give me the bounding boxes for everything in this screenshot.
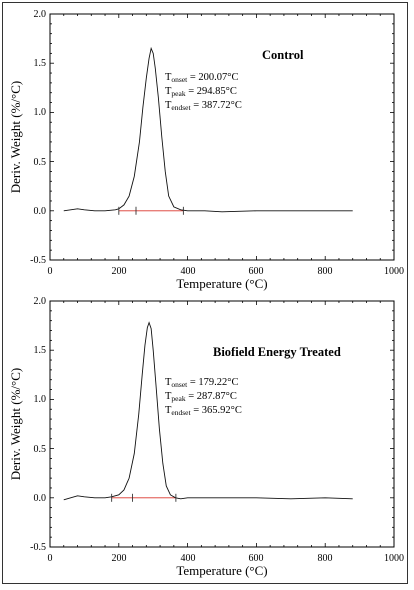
chart-panel-treated: 2.0 1.5 1.0 0.5 0.0 -0.5 0 200 400 600 8…	[8, 296, 404, 578]
figure-frame: 2.0 1.5 1.0 0.5 0.0 -0.5 0 200 400 600 8…	[2, 2, 408, 584]
x-axis-title: Temperature (°C)	[176, 563, 267, 578]
peak-annotation: Tpeak = 287.87°C	[165, 391, 237, 403]
x-tick-label: 400	[181, 266, 196, 277]
x-axis-title: Temperature (°C)	[176, 276, 267, 291]
x-tick-label: 200	[112, 266, 127, 277]
plot-area	[49, 13, 395, 261]
x-tick-label: 600	[249, 553, 264, 564]
y-tick-label: 1.5	[34, 58, 47, 69]
onset-annotation: Tonset = 200.07°C	[165, 72, 239, 84]
y-tick-label: 0.5	[34, 157, 47, 168]
thermal-annotations: Tonset = 179.22°C Tpeak = 287.87°C Tends…	[165, 377, 242, 417]
x-tick-labels: 0 200 400 600 800 1000	[48, 553, 405, 564]
y-tick-label: 2.0	[34, 296, 47, 307]
onset-annotation: Tonset = 179.22°C	[165, 377, 239, 389]
x-tick-label: 800	[318, 553, 333, 564]
y-tick-label: 0.0	[34, 493, 47, 504]
y-tick-label: 0.5	[34, 444, 47, 455]
x-tick-label: 400	[181, 553, 196, 564]
data-marks	[63, 46, 353, 215]
y-tick-label: -0.5	[30, 542, 46, 553]
x-tick-label: 1000	[384, 553, 404, 564]
x-tick-label: 0	[48, 553, 53, 564]
tick-marks	[49, 300, 395, 548]
series-line	[63, 321, 353, 501]
y-tick-label: 1.5	[34, 345, 47, 356]
y-tick-label: -0.5	[30, 255, 46, 266]
y-tick-labels: 2.0 1.5 1.0 0.5 0.0 -0.5	[30, 9, 46, 266]
x-tick-label: 800	[318, 266, 333, 277]
x-tick-label: 600	[249, 266, 264, 277]
chart-title: Control	[262, 48, 304, 62]
x-tick-labels: 0 200 400 600 800 1000	[48, 266, 405, 277]
chart-panel-control: 2.0 1.5 1.0 0.5 0.0 -0.5 0 200 400 600 8…	[8, 9, 404, 291]
y-tick-label: 2.0	[34, 9, 47, 20]
x-tick-label: 1000	[384, 266, 404, 277]
tick-marks	[49, 13, 395, 261]
x-tick-label: 0	[48, 266, 53, 277]
y-tick-label: 1.0	[34, 394, 47, 405]
y-tick-label: 1.0	[34, 107, 47, 118]
y-tick-labels: 2.0 1.5 1.0 0.5 0.0 -0.5	[30, 296, 46, 553]
endset-annotation: Tendset = 387.72°C	[165, 100, 242, 112]
chart-title: Biofield Energy Treated	[213, 345, 341, 359]
y-axis-title: Deriv. Weight (%/°C)	[8, 368, 23, 480]
peak-annotation: Tpeak = 294.85°C	[165, 86, 237, 98]
y-tick-label: 0.0	[34, 206, 47, 217]
tga-dtg-figure: 2.0 1.5 1.0 0.5 0.0 -0.5 0 200 400 600 8…	[8, 9, 404, 578]
plot-area	[49, 300, 395, 548]
x-tick-label: 200	[112, 553, 127, 564]
thermal-annotations: Tonset = 200.07°C Tpeak = 294.85°C Tends…	[165, 72, 242, 112]
endset-annotation: Tendset = 365.92°C	[165, 405, 242, 417]
series-line	[63, 46, 353, 213]
data-marks	[63, 321, 353, 502]
y-axis-title: Deriv. Weight (%/°C)	[8, 81, 23, 193]
